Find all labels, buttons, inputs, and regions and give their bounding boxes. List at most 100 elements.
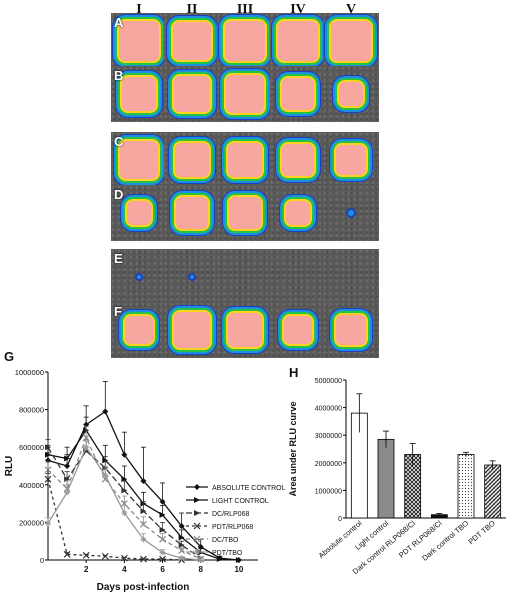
bioluminescence-image bbox=[323, 132, 379, 188]
y-tick-label: 0 bbox=[40, 556, 44, 565]
row-label: D bbox=[114, 187, 124, 202]
legend-label: DC/TBO bbox=[212, 537, 239, 544]
bar bbox=[484, 464, 502, 519]
data-point bbox=[159, 549, 166, 556]
x-tick-label: 4 bbox=[122, 565, 127, 574]
data-point bbox=[44, 466, 52, 474]
bioluminescence-image bbox=[217, 302, 273, 358]
bioluminescence-image bbox=[270, 13, 326, 69]
signal-blob bbox=[175, 143, 209, 177]
data-point bbox=[178, 555, 185, 562]
y-tick-label: 400000 bbox=[19, 481, 44, 490]
data-point bbox=[159, 511, 166, 518]
bioluminescence-image bbox=[323, 249, 379, 305]
data-point bbox=[194, 510, 200, 516]
row-label: B bbox=[114, 68, 124, 83]
data-point bbox=[140, 478, 147, 485]
bioluminescence-image: C bbox=[111, 132, 167, 188]
y-axis-label: Area under RLU curve bbox=[288, 401, 298, 496]
signal-blob bbox=[278, 21, 318, 61]
data-point bbox=[159, 498, 166, 505]
y-tick-label: 3000000 bbox=[315, 433, 342, 440]
signal-blob bbox=[228, 313, 262, 347]
x-tick-label: 6 bbox=[160, 565, 165, 574]
signal-blob bbox=[331, 21, 371, 61]
row-label: F bbox=[114, 304, 122, 319]
signal-blob bbox=[282, 78, 314, 110]
signal-blob bbox=[286, 201, 310, 225]
y-tick-label: 800000 bbox=[19, 406, 44, 415]
category-label: PDT TBO bbox=[466, 519, 497, 547]
data-point bbox=[178, 541, 185, 548]
data-point bbox=[82, 551, 90, 559]
data-point bbox=[102, 408, 109, 415]
data-point bbox=[140, 555, 147, 563]
legend-label: PDT/TBO bbox=[212, 550, 243, 557]
panel-label-h: H bbox=[289, 365, 299, 380]
data-point bbox=[83, 444, 90, 451]
bioluminescence-image bbox=[323, 185, 379, 241]
category-label: Absolute control bbox=[317, 518, 364, 560]
bar bbox=[457, 454, 475, 519]
category-label: Dark control TBO bbox=[420, 519, 470, 563]
signal-blob bbox=[339, 82, 363, 106]
data-point bbox=[193, 522, 201, 530]
signal-blob bbox=[190, 275, 194, 279]
series-line bbox=[47, 479, 182, 561]
bioluminescence-image bbox=[164, 66, 220, 122]
data-point bbox=[197, 557, 204, 563]
data-point bbox=[45, 520, 51, 527]
data-point bbox=[64, 455, 71, 462]
bar bbox=[377, 438, 395, 519]
data-point bbox=[64, 463, 71, 469]
bioluminescence-image bbox=[217, 185, 273, 241]
legend-label: LIGHT CONTROL bbox=[212, 498, 269, 505]
data-point bbox=[159, 526, 166, 533]
bioluminescence-image: D bbox=[111, 185, 167, 241]
signal-blob bbox=[174, 312, 210, 348]
signal-blob bbox=[120, 141, 158, 179]
y-tick-label: 0 bbox=[338, 516, 342, 523]
data-point bbox=[101, 552, 109, 560]
signal-blob bbox=[282, 144, 314, 176]
signal-blob bbox=[336, 145, 366, 175]
row-label: E bbox=[114, 251, 123, 266]
bioluminescence-image: A bbox=[111, 13, 167, 69]
signal-blob bbox=[225, 21, 265, 61]
bioluminescence-image bbox=[323, 66, 379, 122]
signal-blob bbox=[125, 316, 153, 344]
bioluminescence-image bbox=[323, 13, 379, 69]
data-point bbox=[102, 472, 109, 479]
data-point bbox=[45, 444, 51, 451]
signal-blob bbox=[228, 143, 262, 177]
data-point bbox=[178, 534, 185, 541]
data-point bbox=[140, 536, 147, 543]
bioluminescence-image bbox=[217, 13, 273, 69]
rlu-line-chart: 0 200000 400000 600000 800000 1000000 2 4 6 8 10 RL… bbox=[4, 368, 286, 593]
data-point bbox=[121, 451, 128, 458]
column-label: V bbox=[345, 2, 357, 17]
y-axis-label: RLU bbox=[4, 456, 15, 477]
data-point bbox=[194, 484, 200, 490]
data-point bbox=[194, 497, 200, 503]
y-tick-label: 1000000 bbox=[315, 488, 342, 495]
y-tick-label: 5000000 bbox=[315, 378, 342, 385]
bioluminescence-image bbox=[164, 13, 220, 69]
signal-blob bbox=[284, 316, 312, 344]
bioluminescence-image: E bbox=[111, 249, 167, 305]
x-axis-label: Days post-infection bbox=[97, 582, 190, 593]
data-point bbox=[63, 550, 71, 558]
bioluminescence-image bbox=[270, 185, 326, 241]
signal-blob bbox=[119, 21, 159, 61]
data-point bbox=[159, 555, 166, 563]
y-tick-label: 200000 bbox=[19, 518, 44, 527]
column-label: I bbox=[136, 2, 142, 17]
legend-label: DC/RLP068 bbox=[212, 511, 249, 518]
legend-label: ABSOLUTE CONTROL bbox=[212, 485, 286, 492]
x-tick-label: 10 bbox=[234, 565, 243, 574]
data-point bbox=[235, 557, 242, 563]
bioluminescence-image bbox=[164, 185, 220, 241]
data-point bbox=[121, 487, 128, 494]
data-point bbox=[64, 489, 71, 496]
data-point bbox=[178, 547, 186, 555]
